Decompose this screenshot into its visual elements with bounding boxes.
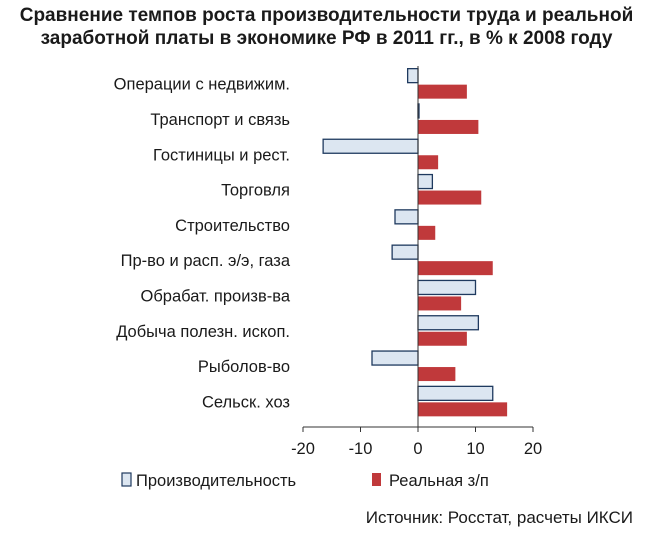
wage-bar: [418, 155, 439, 170]
legend-wage-label: Реальная з/п: [389, 472, 489, 490]
category-label: Сельск. хоз: [202, 393, 290, 411]
x-tick-label: 0: [413, 440, 422, 458]
legend-productivity-label: Производительность: [136, 472, 296, 490]
category-label: Операции с недвижим.: [114, 76, 290, 94]
x-tick-label: -10: [349, 440, 373, 458]
productivity-bar: [322, 138, 419, 154]
wage-bar: [418, 84, 467, 99]
x-tick-label: 20: [524, 440, 542, 458]
x-tick-label: 10: [466, 440, 484, 458]
wage-bar: [418, 331, 467, 346]
wage-bar: [418, 261, 493, 276]
x-tick-label: -20: [291, 440, 315, 458]
wage-bar: [418, 402, 508, 417]
productivity-bar: [394, 209, 419, 225]
productivity-bar: [417, 385, 494, 402]
productivity-bar: [371, 350, 419, 366]
wage-bar: [418, 119, 479, 134]
chart-title: Сравнение темпов роста производительност…: [0, 4, 653, 50]
productivity-bar: [417, 173, 434, 190]
legend-wage-swatch: [372, 473, 381, 486]
bar-chart: Операции с недвижим. Транспорт и связь Гос…: [114, 66, 542, 490]
source-note: Источник: Росстат, расчеты ИКСИ: [365, 508, 633, 527]
category-label: Обрабат. произв-ва: [140, 287, 290, 305]
category-label: Пр-во и расп. э/э, газа: [121, 252, 291, 270]
wage-bar: [418, 367, 456, 382]
legend-productivity-swatch: [121, 472, 132, 487]
category-label: Строительство: [175, 217, 290, 235]
productivity-bar: [406, 68, 419, 84]
chart-title-line1: Сравнение темпов роста производительност…: [19, 5, 634, 26]
chart-title-line2: заработной платы в экономике РФ в 2011 г…: [40, 28, 613, 49]
category-label: Транспорт и связь: [150, 111, 290, 129]
productivity-bar: [417, 315, 480, 331]
wage-bar: [418, 190, 482, 205]
category-label: Гостиницы и рест.: [153, 146, 290, 164]
wage-bar: [418, 225, 436, 240]
category-label: Рыболов-во: [198, 358, 290, 376]
productivity-bar: [417, 279, 477, 296]
productivity-bar: [391, 244, 419, 260]
category-label: Добыча полезн. ископ.: [116, 323, 290, 341]
wage-bar: [418, 296, 462, 311]
category-label: Торговля: [221, 182, 290, 200]
